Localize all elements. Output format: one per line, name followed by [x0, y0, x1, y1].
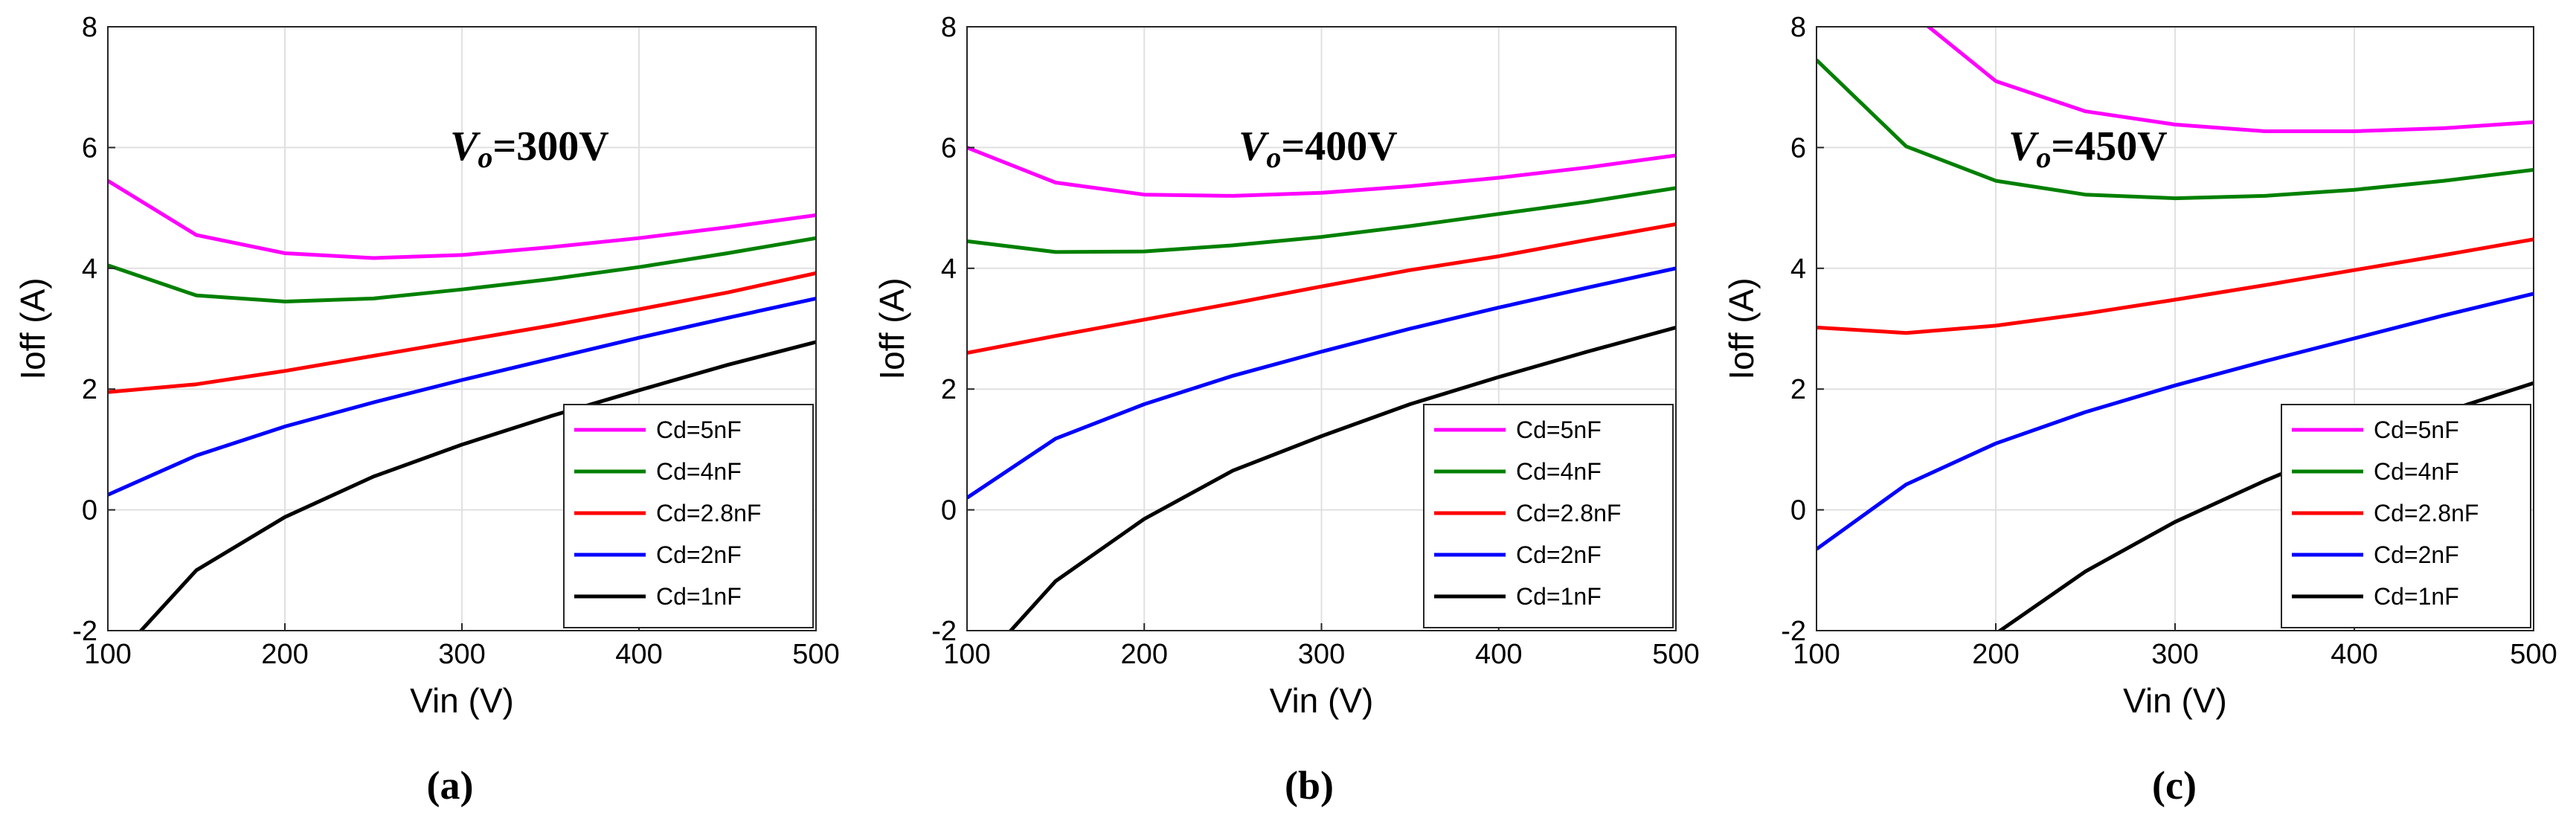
chart-panel-3: 100 200 300 400 500 -2 0 2 4 6 8 Vin (V) Ioff (A) Vo=… [1722, 12, 2557, 808]
legend-label-5: Cd=1nF [1516, 583, 1602, 610]
y-tick-label: 2 [1790, 374, 1806, 405]
x-axis-label: Vin (V) [410, 681, 514, 720]
series-line-2 [1817, 58, 2534, 201]
legend-box [563, 404, 814, 628]
y-tick-label: -2 [72, 616, 97, 647]
x-tick-label: 500 [792, 639, 839, 670]
legend-label-3: Cd=2.8nF [1516, 500, 1621, 527]
y-tick-label: 0 [941, 495, 957, 527]
legend-label-3: Cd=2.8nF [656, 500, 761, 527]
vo-annotation: Vo=400V [1239, 123, 1398, 174]
y-axis-label: Ioff (A) [1722, 277, 1761, 379]
legend-label-2: Cd=4nF [1516, 458, 1602, 485]
legend-label-2: Cd=4nF [2374, 458, 2459, 485]
series-line-4 [967, 266, 1676, 500]
legend-label-5: Cd=1nF [656, 583, 742, 610]
series-line-2 [108, 236, 816, 303]
y-tick-label: -2 [1781, 616, 1806, 647]
x-tick-label: 200 [261, 639, 308, 670]
x-tick-label: 300 [1298, 639, 1345, 670]
y-tick-label: -2 [931, 616, 957, 647]
panel-caption: (c) [2152, 763, 2197, 808]
legend-label-1: Cd=5nF [1516, 416, 1602, 443]
series-line-1 [1925, 27, 2534, 133]
y-axis-label: Ioff (A) [873, 277, 911, 379]
series-line-1 [967, 146, 1676, 198]
x-tick-label: 300 [2151, 639, 2198, 670]
x-tick-label: 100 [943, 639, 990, 670]
chart-panel-1: 100 200 300 400 500 -2 0 2 4 6 8 Vin (V) Ioff (A) Vo=… [13, 12, 840, 808]
legend-box [1423, 404, 1674, 628]
y-tick-label: 2 [82, 374, 97, 405]
legend-label-4: Cd=2nF [1516, 541, 1602, 568]
x-axis-label: Vin (V) [2123, 681, 2227, 720]
x-tick-label: 200 [1972, 639, 2019, 670]
y-tick-label: 8 [941, 12, 957, 43]
y-tick-label: 6 [82, 132, 97, 164]
legend-label-2: Cd=4nF [656, 458, 742, 485]
series-group [967, 146, 1676, 631]
series-line-3 [108, 271, 816, 394]
x-tick-label: 400 [615, 639, 662, 670]
x-tick-label: 500 [2510, 639, 2557, 670]
y-tick-label: 8 [82, 12, 97, 43]
series-line-1 [108, 178, 816, 260]
legend: Cd=5nF Cd=4nF Cd=2.8nF Cd=2nF Cd=1nF [1423, 404, 1674, 628]
chart-panel-2: 100 200 300 400 500 -2 0 2 4 6 8 Vin (V) Ioff (A) Vo=… [873, 12, 1700, 808]
x-tick-label: 200 [1121, 639, 1168, 670]
x-tick-label: 500 [1652, 639, 1699, 670]
y-tick-label: 4 [941, 254, 957, 285]
panel-caption: (b) [1285, 763, 1334, 808]
series-line-5 [1008, 325, 1676, 631]
x-tick-label: 300 [438, 639, 485, 670]
legend-label-3: Cd=2.8nF [2374, 500, 2479, 527]
legend-box [2281, 404, 2531, 628]
y-tick-label: 2 [941, 374, 957, 405]
series-line-3 [1817, 237, 2534, 335]
y-tick-label: 0 [1790, 495, 1806, 527]
y-tick-label: 0 [82, 495, 97, 527]
legend: Cd=5nF Cd=4nF Cd=2.8nF Cd=2nF Cd=1nF [2281, 404, 2531, 628]
y-tick-label: 6 [1790, 132, 1806, 164]
vo-annotation: Vo=300V [450, 123, 609, 174]
x-tick-label: 100 [1793, 639, 1840, 670]
legend-label-4: Cd=2nF [2374, 541, 2459, 568]
series-line-2 [967, 186, 1676, 254]
y-tick-label: 8 [1790, 12, 1806, 43]
series-group [108, 178, 816, 631]
x-tick-label: 100 [84, 639, 131, 670]
y-tick-label: 4 [82, 254, 97, 285]
series-line-3 [967, 222, 1676, 355]
series-line-5 [138, 340, 816, 631]
y-tick-label: 4 [1790, 254, 1806, 285]
legend-label-5: Cd=1nF [2374, 583, 2459, 610]
legend-label-1: Cd=5nF [2374, 416, 2459, 443]
panel-caption: (a) [427, 763, 474, 808]
series-line-4 [108, 296, 816, 497]
legend-label-4: Cd=2nF [656, 541, 742, 568]
x-axis-label: Vin (V) [1270, 681, 1374, 720]
y-axis-label: Ioff (A) [13, 277, 52, 379]
series-line-4 [1817, 292, 2534, 551]
y-tick-label: 6 [941, 132, 957, 164]
x-tick-label: 400 [2331, 639, 2377, 670]
x-tick-label: 400 [1475, 639, 1522, 670]
vo-annotation: Vo=450V [2008, 123, 2168, 174]
legend-label-1: Cd=5nF [656, 416, 742, 443]
legend: Cd=5nF Cd=4nF Cd=2.8nF Cd=2nF Cd=1nF [563, 404, 814, 628]
